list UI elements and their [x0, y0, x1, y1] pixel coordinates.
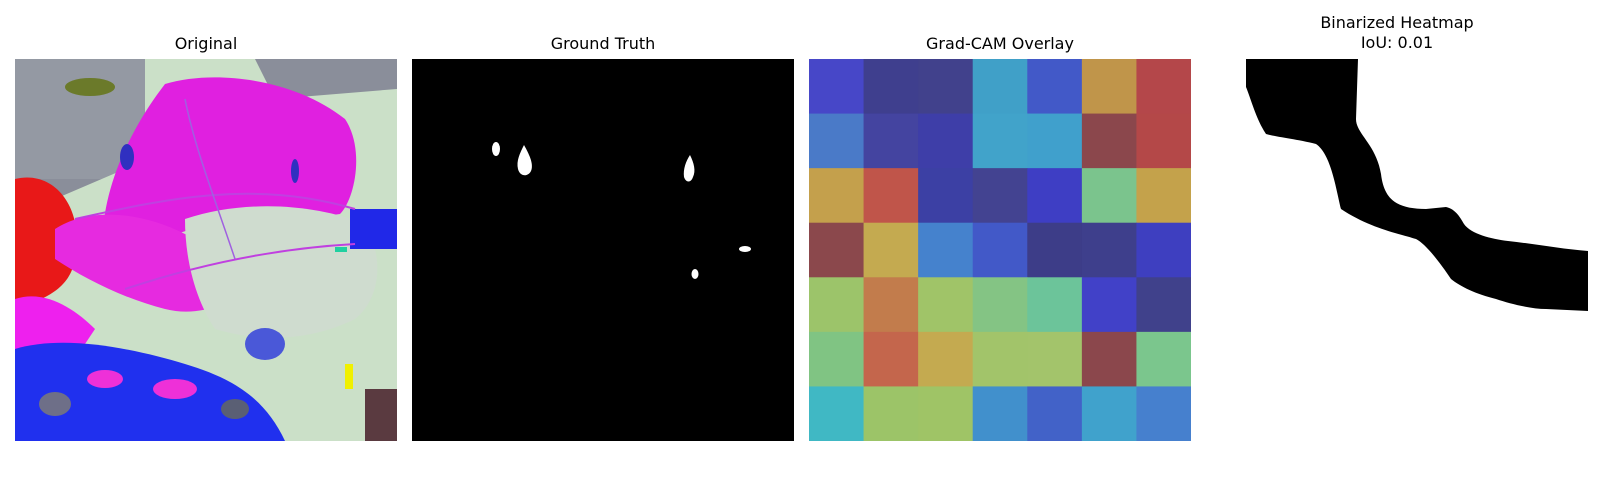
gradcam-cell-0-6	[1136, 59, 1191, 115]
gradcam-cell-2-2	[918, 168, 974, 224]
gradcam-cell-3-2	[918, 222, 974, 278]
gradcam-cell-2-3	[972, 168, 1028, 224]
binarized-iou-label: IoU: 0.01	[1360, 33, 1434, 52]
ground-truth-panel: Ground Truth	[412, 0, 794, 500]
gradcam-cell-4-5	[1081, 277, 1137, 333]
gradcam-cell-6-1	[863, 386, 919, 441]
gradcam-cell-1-0	[809, 113, 865, 169]
gradcam-title: Grad-CAM Overlay	[926, 34, 1074, 53]
ground-truth-title: Ground Truth	[550, 34, 656, 53]
gradcam-cell-1-5	[1081, 113, 1137, 169]
gradcam-cell-5-0	[809, 331, 865, 387]
gradcam-cell-6-2	[918, 386, 974, 441]
gradcam-cell-1-2	[918, 113, 974, 169]
gradcam-cell-3-5	[1081, 222, 1137, 278]
gradcam-cell-6-6	[1136, 386, 1191, 441]
binarized-title: Binarized Heatmap IoU: 0.01	[1206, 13, 1588, 53]
gradcam-cell-5-3	[972, 331, 1028, 387]
gradcam-cell-6-4	[1027, 386, 1083, 441]
gradcam-cell-4-4	[1027, 277, 1083, 333]
original-panel: Original	[15, 0, 397, 500]
gradcam-cell-0-2	[918, 59, 974, 115]
gradcam-cell-4-6	[1136, 277, 1191, 333]
gradcam-cell-2-1	[863, 168, 919, 224]
gradcam-cell-3-0	[809, 222, 865, 278]
gradcam-cell-6-3	[972, 386, 1028, 441]
gradcam-cell-5-5	[1081, 331, 1137, 387]
gradcam-cell-5-2	[918, 331, 974, 387]
gradcam-cell-1-4	[1027, 113, 1083, 169]
gradcam-cell-3-3	[972, 222, 1028, 278]
gradcam-cell-4-2	[918, 277, 974, 333]
gradcam-cell-3-4	[1027, 222, 1083, 278]
gradcam-cell-0-4	[1027, 59, 1083, 115]
gradcam-cell-6-5	[1081, 386, 1137, 441]
gradcam-panel: Grad-CAM Overlay	[809, 0, 1191, 500]
gradcam-cell-5-6	[1136, 331, 1191, 387]
gradcam-cell-2-5	[1081, 168, 1137, 224]
gradcam-cell-1-3	[972, 113, 1028, 169]
binarized-heatmap	[1246, 59, 1588, 441]
original-title: Original	[174, 34, 238, 53]
gradcam-cell-2-0	[809, 168, 865, 224]
gradcam-overlay	[809, 59, 1191, 441]
gradcam-cell-5-4	[1027, 331, 1083, 387]
gradcam-cell-2-4	[1027, 168, 1083, 224]
gradcam-cell-0-3	[972, 59, 1028, 115]
gradcam-cell-0-0	[809, 59, 865, 115]
original-image	[15, 59, 397, 441]
gradcam-cell-4-0	[809, 277, 865, 333]
binarized-title-line1: Binarized Heatmap	[1320, 13, 1474, 32]
gradcam-cell-3-1	[863, 222, 919, 278]
gradcam-cell-0-1	[863, 59, 919, 115]
gradcam-cell-6-0	[809, 386, 865, 441]
gradcam-cell-1-1	[863, 113, 919, 169]
binarized-panel: Binarized Heatmap IoU: 0.01	[1206, 0, 1588, 500]
gradcam-cell-0-5	[1081, 59, 1137, 115]
gradcam-cell-4-1	[863, 277, 919, 333]
gradcam-cell-1-6	[1136, 113, 1191, 169]
ground-truth-mask	[412, 59, 794, 441]
gradcam-cell-3-6	[1136, 222, 1191, 278]
gradcam-cell-2-6	[1136, 168, 1191, 224]
gradcam-cell-4-3	[972, 277, 1028, 333]
gradcam-cell-5-1	[863, 331, 919, 387]
